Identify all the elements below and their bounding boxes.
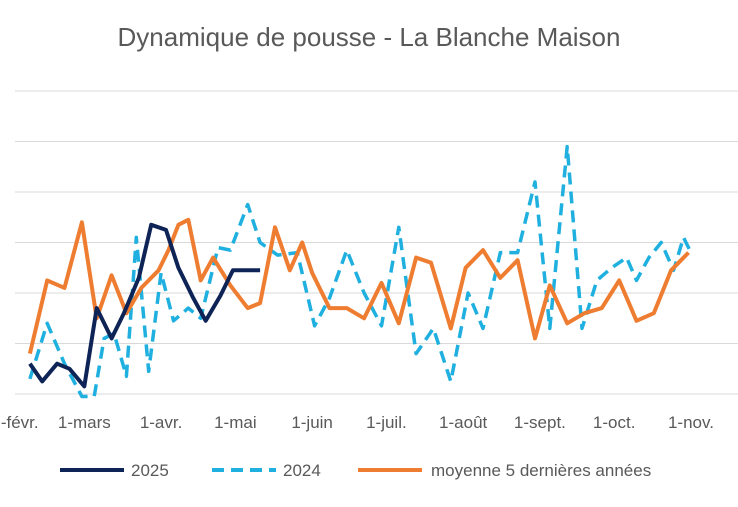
gridlines [15,90,738,395]
x-tick-label: 1-févr. [0,413,39,432]
legend: 2025 2024 moyenne 5 dernières années [60,461,651,480]
series-line-2 [27,217,690,355]
x-tick-label: 1-nov. [668,413,714,432]
x-tick-label: 1-sept. [514,413,566,432]
chart-title: Dynamique de pousse - La Blanche Maison [117,22,621,52]
series-lines [27,144,693,399]
x-tick-label: 1-mai [214,413,257,432]
x-tick-label: 1-mars [58,413,111,432]
x-tick-label: 1-avr. [140,413,183,432]
x-tick-label: 1-août [439,413,487,432]
x-tick-label: 1-oct. [593,413,636,432]
series-line-1 [28,144,693,399]
x-tick-label: 1-juin [291,413,333,432]
series-line-0 [28,222,261,389]
legend-label-2: moyenne 5 dernières années [431,461,651,480]
legend-label-0: 2025 [131,461,169,480]
x-tick-label: 1-juil. [366,413,407,432]
x-axis-ticks: 1-févr. 1-mars 1-avr. 1-mai 1-juin 1-juil. 1-a… [0,413,714,432]
legend-label-1: 2024 [283,461,321,480]
